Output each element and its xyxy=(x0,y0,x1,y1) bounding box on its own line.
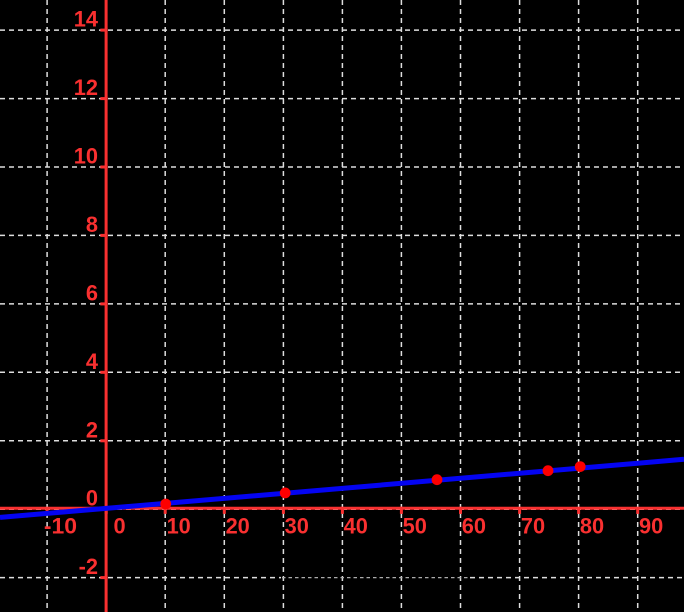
svg-text:10: 10 xyxy=(74,144,98,169)
svg-text:50: 50 xyxy=(403,513,427,538)
svg-text:20: 20 xyxy=(226,513,250,538)
svg-text:-2: -2 xyxy=(79,554,98,579)
svg-text:60: 60 xyxy=(462,513,486,538)
svg-text:-10: -10 xyxy=(44,513,77,538)
svg-text:2: 2 xyxy=(86,417,98,442)
svg-text:12: 12 xyxy=(74,75,98,100)
svg-text:0: 0 xyxy=(114,513,126,538)
svg-text:40: 40 xyxy=(344,513,368,538)
svg-text:30: 30 xyxy=(285,513,309,538)
svg-text:4: 4 xyxy=(86,349,98,374)
svg-text:0: 0 xyxy=(86,486,98,511)
svg-text:10: 10 xyxy=(167,513,191,538)
svg-text:6: 6 xyxy=(86,280,98,305)
svg-text:80: 80 xyxy=(580,513,604,538)
svg-text:70: 70 xyxy=(521,513,545,538)
svg-text:14: 14 xyxy=(74,7,98,32)
svg-text:90: 90 xyxy=(639,513,663,538)
svg-text:8: 8 xyxy=(86,212,98,237)
